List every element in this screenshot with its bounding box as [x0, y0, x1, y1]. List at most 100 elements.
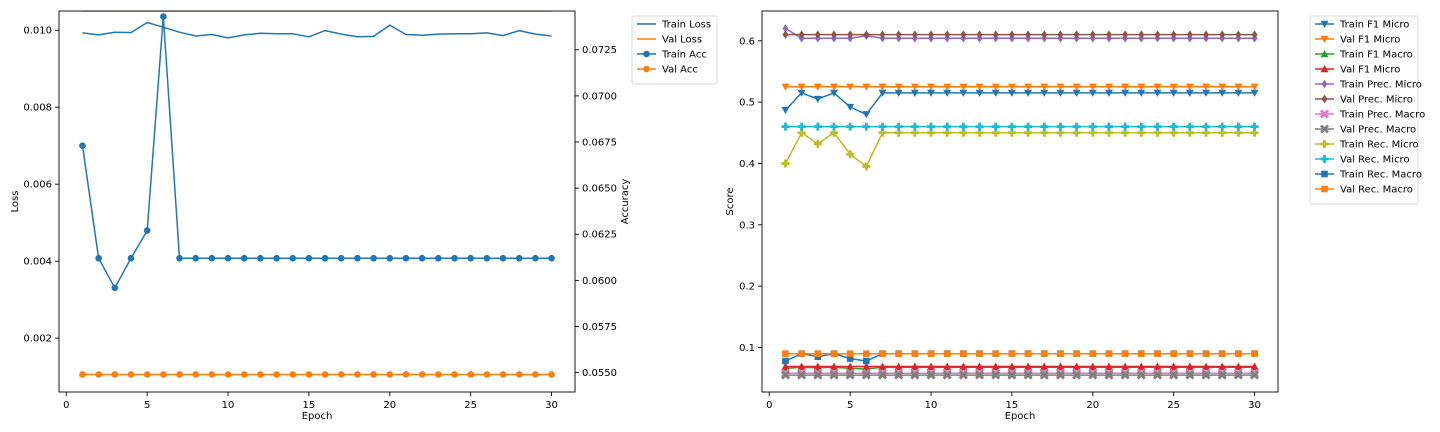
- data-point: [1008, 30, 1015, 39]
- series-train-loss: [82, 21, 552, 39]
- data-point: [1233, 370, 1243, 380]
- data-point: [1121, 362, 1130, 370]
- data-point: [79, 142, 86, 149]
- legend-item-val-rec-macro: Val Rec. Macro: [1315, 185, 1413, 196]
- data-point: [1218, 83, 1227, 91]
- data-point: [943, 362, 952, 370]
- data-point: [1104, 122, 1113, 131]
- data-point: [1185, 89, 1194, 97]
- data-point: [927, 362, 936, 370]
- data-point: [1023, 370, 1033, 380]
- legend-label: Train F1 Micro: [1339, 20, 1409, 31]
- data-point: [1218, 362, 1227, 370]
- data-point: [1088, 83, 1097, 91]
- data-point: [1089, 30, 1096, 39]
- data-point: [1024, 362, 1033, 370]
- y-tick-label: 0.002: [23, 334, 52, 345]
- data-point: [942, 370, 952, 380]
- series-line: [82, 21, 552, 39]
- data-point: [1041, 30, 1048, 39]
- data-point: [976, 350, 983, 357]
- data-point: [1057, 350, 1064, 357]
- legend-marker: [1320, 65, 1329, 73]
- data-point: [846, 350, 854, 357]
- data-point: [863, 30, 870, 39]
- y-tick-label: 0.004: [23, 257, 52, 268]
- data-point: [370, 371, 377, 378]
- data-point: [943, 83, 952, 91]
- data-point: [1137, 122, 1146, 131]
- data-point: [192, 371, 199, 378]
- x-tick-label: 15: [1006, 400, 1019, 411]
- legend-label: Train Prec. Micro: [1339, 80, 1422, 91]
- data-point: [975, 89, 984, 97]
- y2-tick-label: 0.0600: [582, 276, 617, 287]
- series-val-acc: [79, 371, 555, 378]
- data-point: [1201, 370, 1211, 380]
- data-point: [1039, 370, 1049, 380]
- data-point: [846, 103, 855, 112]
- legend-marker: [643, 50, 650, 58]
- data-point: [1250, 122, 1259, 131]
- series-val-rec-macro: [782, 350, 1258, 357]
- data-point: [257, 254, 264, 262]
- data-point: [257, 371, 264, 378]
- data-point: [862, 162, 871, 171]
- data-point: [1072, 122, 1081, 131]
- data-point: [402, 371, 410, 378]
- data-point: [798, 30, 805, 39]
- legend-item-val-prec-micro: Val Prec. Micro: [1315, 95, 1413, 106]
- series-line: [785, 27, 1255, 40]
- series-line: [784, 92, 1255, 116]
- data-point: [289, 254, 297, 262]
- data-point: [467, 254, 474, 262]
- data-point: [813, 122, 822, 131]
- data-point: [1105, 350, 1113, 357]
- data-point: [829, 89, 838, 97]
- data-point: [143, 227, 151, 234]
- data-point: [1202, 83, 1211, 91]
- x-tick-label: 30: [545, 400, 558, 411]
- data-point: [928, 30, 935, 39]
- data-point: [782, 350, 789, 357]
- x-tick-label: 0: [766, 400, 772, 411]
- plot-area: [780, 24, 1260, 380]
- legend-label: Train Rec. Micro: [1339, 140, 1419, 151]
- data-point: [386, 371, 394, 378]
- data-point: [1234, 89, 1243, 97]
- legend-label: Val Prec. Macro: [1340, 125, 1416, 136]
- data-point: [1169, 83, 1178, 91]
- data-point: [1040, 89, 1049, 97]
- data-point: [861, 370, 871, 380]
- data-point: [1154, 350, 1161, 357]
- legend-item-val-loss: Val Loss: [637, 35, 702, 46]
- data-point: [1025, 30, 1032, 39]
- legend-box: [631, 15, 718, 85]
- y2-tick-label: 0.0725: [582, 45, 617, 56]
- data-point: [878, 83, 887, 91]
- data-point: [847, 30, 854, 39]
- data-point: [1024, 122, 1033, 131]
- series-line: [81, 15, 552, 289]
- data-point: [1250, 83, 1259, 91]
- legend-marker: [1321, 185, 1328, 193]
- data-point: [1024, 350, 1032, 357]
- data-point: [813, 95, 822, 104]
- data-point: [1040, 350, 1048, 357]
- data-point: [782, 30, 789, 39]
- y2-tick-label: 0.0550: [582, 368, 617, 379]
- data-point: [813, 83, 822, 91]
- data-point: [991, 89, 1000, 97]
- x-axis-label: Epoch: [1005, 411, 1036, 422]
- legend-item-train-rec-macro: Train Rec. Macro: [1315, 170, 1422, 181]
- data-point: [548, 371, 555, 378]
- legend: Train F1 Micro Val F1 Micro Train F1 Macro…: [1309, 15, 1425, 205]
- data-point: [224, 254, 232, 262]
- data-point: [780, 370, 790, 380]
- legend-item-val-f1-micro: Val F1 Micro: [1315, 65, 1400, 76]
- data-point: [781, 106, 790, 115]
- series-train-rec-macro: [782, 350, 1258, 365]
- data-point: [1185, 362, 1194, 370]
- data-point: [1202, 89, 1211, 97]
- x-tick-label: 20: [383, 400, 396, 411]
